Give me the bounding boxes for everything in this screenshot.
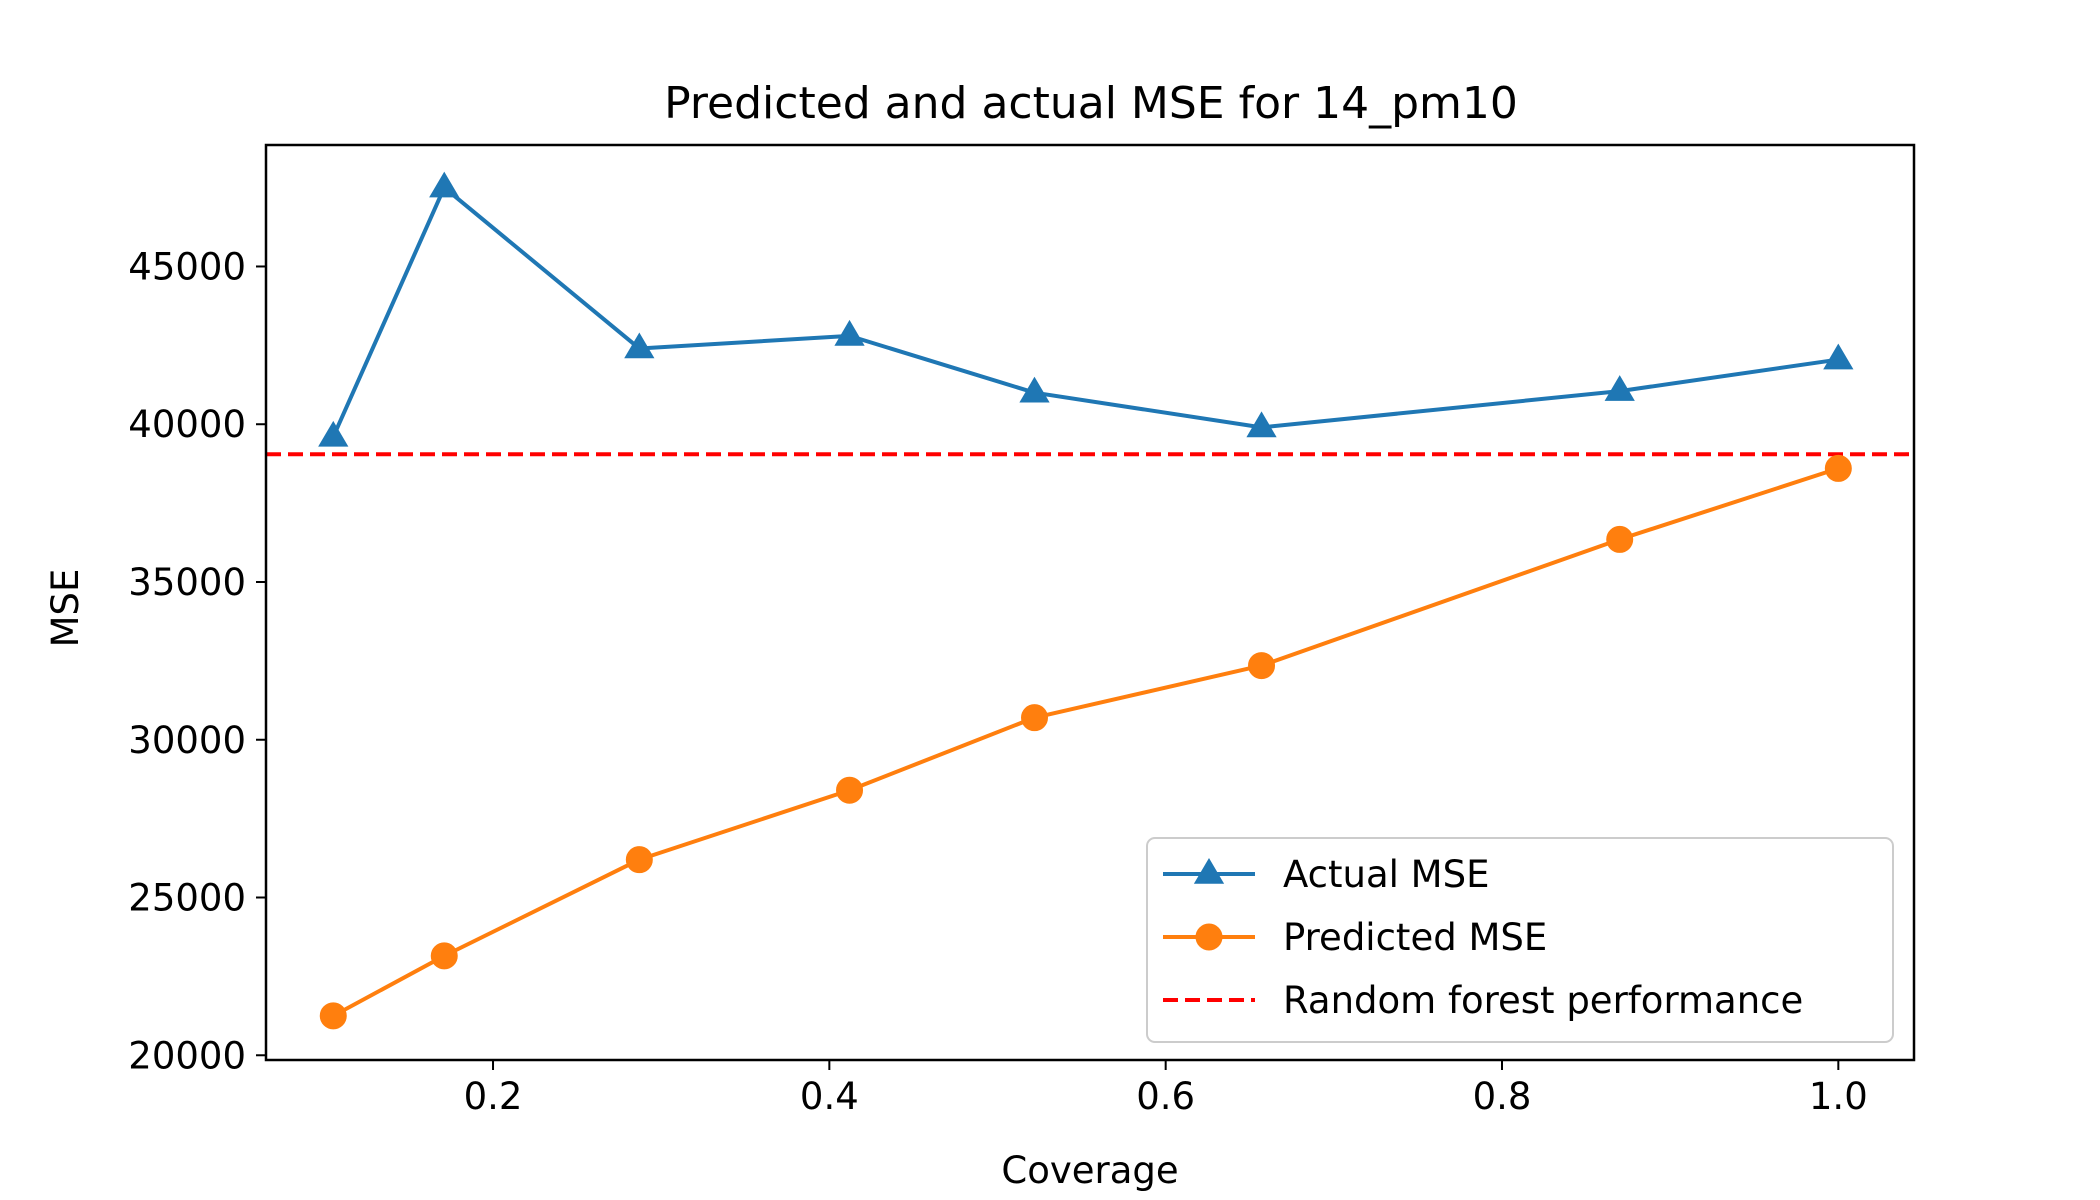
predicted-mse-point: [430, 942, 458, 970]
x-axis-label: Coverage: [1001, 1149, 1178, 1192]
actual-mse-point: [1246, 411, 1277, 438]
legend-label: Predicted MSE: [1283, 916, 1547, 959]
actual-mse-point: [834, 319, 865, 346]
y-axis-label: MSE: [44, 569, 87, 648]
y-axis: 20000 25000 30000 35000 40000 45000: [128, 245, 266, 1077]
predicted-mse-point: [319, 1002, 347, 1030]
y-tick-label: 45000: [128, 245, 246, 288]
actual-mse-point: [1823, 343, 1854, 370]
actual-mse-point: [1604, 375, 1635, 401]
predicted-mse-point: [625, 846, 653, 874]
actual-mse-point: [429, 171, 460, 198]
x-tick-label: 0.8: [1473, 1075, 1532, 1118]
y-tick-label: 30000: [128, 719, 246, 762]
legend-box: [1146, 837, 1894, 1043]
predicted-mse-point: [836, 776, 864, 804]
legend-item-actual-mse: Actual MSE: [1163, 853, 1489, 896]
y-tick-label: 25000: [128, 877, 246, 920]
y-tick-label: 40000: [128, 403, 246, 446]
legend: Actual MSE Predicted MSE Random forest per…: [1146, 837, 1894, 1043]
legend-marker: [1193, 858, 1225, 884]
series-line-actual-mse: [331, 185, 1839, 438]
predicted-mse-point: [1021, 704, 1049, 732]
series-line-predicted-mse: [332, 466, 1839, 1018]
legend-label: Random forest performance: [1283, 979, 1803, 1022]
y-tick-label: 35000: [128, 561, 246, 604]
actual-mse-point: [318, 420, 349, 447]
x-tick-label: 0.2: [464, 1075, 523, 1118]
legend-marker: [1195, 923, 1223, 951]
legend-label: Actual MSE: [1283, 853, 1489, 896]
legend-item-predicted-mse: Predicted MSE: [1163, 916, 1547, 959]
predicted-mse-point: [1606, 525, 1634, 553]
plot-area: [266, 171, 1914, 1030]
chart-title: Predicted and actual MSE for 14_pm10: [664, 78, 1518, 129]
x-axis: 0.2 0.4 0.6 0.8 1.0: [464, 1060, 1868, 1118]
predicted-mse-point: [1824, 454, 1852, 482]
actual-mse-point: [1019, 376, 1050, 403]
legend-item-random-forest: Random forest performance: [1163, 979, 1803, 1022]
x-tick-label: 0.6: [1136, 1075, 1195, 1118]
predicted-mse-point: [1248, 652, 1276, 680]
x-tick-label: 1.0: [1809, 1075, 1868, 1118]
plot-frame: [264, 143, 1916, 1062]
actual-mse-point: [624, 332, 655, 359]
y-tick-label: 20000: [128, 1034, 246, 1077]
x-tick-label: 0.4: [800, 1075, 859, 1118]
